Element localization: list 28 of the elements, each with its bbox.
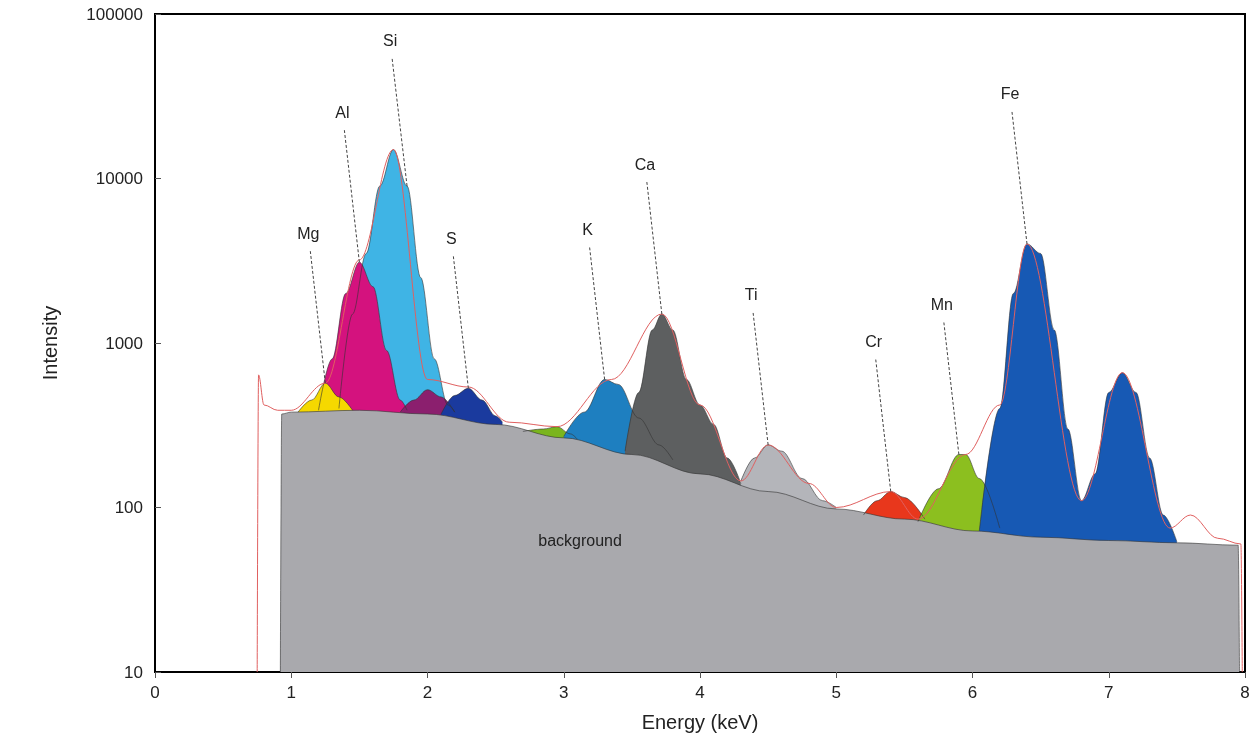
y-tick-label: 100 (114, 498, 143, 517)
annotation: Fe (1000, 85, 1020, 103)
annotation: Ca (634, 155, 656, 173)
x-tick-label: 3 (559, 683, 569, 702)
x-tick-label: 1 (286, 683, 296, 702)
annotation: S (446, 229, 457, 247)
x-tick-label: 0 (150, 683, 160, 702)
y-tick-label: 1000 (105, 333, 143, 353)
annotation: K (582, 220, 594, 238)
x-tick-label: 6 (967, 683, 978, 702)
x-tick-label: 4 (695, 683, 705, 702)
y-axis-title: Intensity (39, 305, 61, 381)
annotation: Si (382, 31, 398, 49)
y-tick-label: 10 (124, 662, 143, 682)
annotation: Al (335, 103, 350, 121)
annotation: Cr (865, 333, 883, 351)
annotation: background (538, 531, 622, 549)
annotation: Ti (744, 286, 758, 304)
x-tick-label: 2 (422, 683, 433, 702)
x-axis-title: Energy (keV) (641, 711, 759, 733)
x-tick-label: 7 (1104, 683, 1114, 702)
annotation: Mg (297, 224, 320, 242)
y-tick-label: 10000 (95, 169, 143, 188)
annotation: Mn (930, 295, 953, 313)
line-series (256, 149, 1243, 673)
y-tick-label: 100000 (86, 4, 143, 24)
x-tick-label: 5 (831, 683, 841, 702)
x-tick-label: 8 (1240, 683, 1250, 702)
